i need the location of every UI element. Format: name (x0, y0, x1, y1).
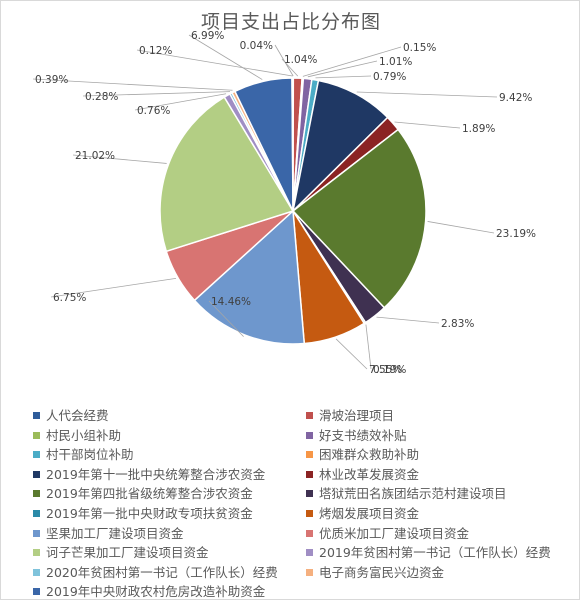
legend-item: 2019年第一批中央财政专项扶贫资金 (33, 504, 253, 523)
legend-item: 塔狱荒田名族团结示范村建设项目 (306, 484, 507, 503)
legend-item: 坚果加工厂建设项目资金 (33, 524, 184, 543)
leader-line (376, 317, 439, 323)
legend-label: 村干部岗位补助 (46, 447, 134, 462)
data-label: 0.04% (240, 40, 273, 52)
legend-swatch (306, 530, 313, 537)
legend-swatch (306, 569, 313, 576)
legend-swatch (33, 471, 40, 478)
data-label: 0.79% (373, 71, 406, 83)
legend-item: 人代会经费 (33, 406, 109, 425)
legend-label: 滑坡治理项目 (319, 408, 394, 423)
legend-label: 好支书绩效补贴 (319, 428, 407, 443)
legend-swatch (306, 510, 313, 517)
legend-label: 优质米加工厂建设项目资金 (319, 526, 469, 541)
legend-label: 2019年贫困村第一书记（工作队长）经费 (319, 545, 551, 560)
legend-item: 2019年第十一批中央统筹整合涉农资金 (33, 465, 265, 484)
data-label: 1.04% (284, 54, 317, 66)
leader-line (336, 339, 367, 369)
legend-item: 2019年第四批省级统筹整合涉农资金 (33, 484, 253, 503)
pie-slice (292, 78, 293, 211)
data-label: 9.42% (499, 92, 532, 104)
legend-item: 好支书绩效补贴 (306, 426, 407, 445)
leader-line (357, 92, 497, 97)
legend-item: 电子商务富民兴边资金 (306, 563, 444, 582)
legend-label: 困难群众救助补助 (319, 447, 419, 462)
legend-swatch (33, 549, 40, 556)
legend-label: 电子商务富民兴边资金 (319, 565, 444, 580)
legend-item: 困难群众救助补助 (306, 445, 419, 464)
data-label: 1.01% (379, 56, 412, 68)
legend-swatch (33, 432, 40, 439)
leader-line (308, 61, 377, 77)
legend-swatch (33, 588, 40, 595)
legend-item: 村民小组补助 (33, 426, 121, 445)
data-label: 0.28% (85, 91, 118, 103)
pie-chart: 0.04% 1.04% 0.15% 1.01% 0.79% 9.42% 1.89% 23.19… (1, 1, 580, 396)
legend-item: 2019年贫困村第一书记（工作队长）经费 (306, 543, 551, 562)
legend-item: 林业改革发展资金 (306, 465, 419, 484)
legend-label: 塔狱荒田名族团结示范村建设项目 (319, 486, 507, 501)
legend-item: 村干部岗位补助 (33, 445, 134, 464)
leader-line (316, 76, 371, 78)
legend-label: 2019年第一批中央财政专项扶贫资金 (46, 506, 253, 521)
legend-swatch (306, 451, 313, 458)
legend-item: 2020年贫困村第一书记（工作队长）经费 (33, 563, 278, 582)
data-label: 0.12% (139, 45, 172, 57)
legend-swatch (33, 530, 40, 537)
legend-label: 人代会经费 (46, 408, 109, 423)
legend-item: 滑坡治理项目 (306, 406, 394, 425)
legend-label: 林业改革发展资金 (319, 467, 419, 482)
leader-line (366, 325, 371, 369)
legend-item: 诃子芒果加工厂建设项目资金 (33, 543, 209, 562)
data-label: 0.76% (137, 105, 170, 117)
legend-swatch (306, 412, 313, 419)
data-label: 0.15% (403, 42, 436, 54)
data-label: 0.39% (35, 74, 68, 86)
legend-swatch (33, 412, 40, 419)
legend-swatch (33, 510, 40, 517)
legend-label: 坚果加工厂建设项目资金 (46, 526, 184, 541)
legend-swatch (33, 569, 40, 576)
legend-label: 2020年贫困村第一书记（工作队长）经费 (46, 565, 278, 580)
legend-label: 村民小组补助 (46, 428, 121, 443)
legend-item: 优质米加工厂建设项目资金 (306, 524, 469, 543)
leader-line (428, 221, 494, 233)
data-label: 1.89% (462, 123, 495, 135)
legend-swatch (33, 451, 40, 458)
legend-label: 2019年第十一批中央统筹整合涉农资金 (46, 467, 265, 482)
data-label: 6.99% (191, 30, 224, 42)
legend-swatch (306, 471, 313, 478)
legend-swatch (306, 432, 313, 439)
legend-label: 诃子芒果加工厂建设项目资金 (46, 545, 209, 560)
legend-swatch (306, 490, 313, 497)
legend-label: 2019年中央财政农村危房改造补助资金 (46, 584, 265, 599)
data-label: 2.83% (441, 318, 474, 330)
legend-item: 2019年中央财政农村危房改造补助资金 (33, 582, 265, 601)
data-label: 6.75% (53, 292, 86, 304)
legend-swatch (33, 490, 40, 497)
data-label: 21.02% (75, 150, 115, 162)
data-label: 7.55% (369, 364, 402, 376)
leader-line (395, 122, 460, 128)
legend-item: 烤烟发展项目资金 (306, 504, 419, 523)
data-label: 23.19% (496, 228, 536, 240)
legend-label: 2019年第四批省级统筹整合涉农资金 (46, 486, 253, 501)
data-label: 14.46% (211, 296, 251, 308)
legend-label: 烤烟发展项目资金 (319, 506, 419, 521)
legend-swatch (306, 549, 313, 556)
